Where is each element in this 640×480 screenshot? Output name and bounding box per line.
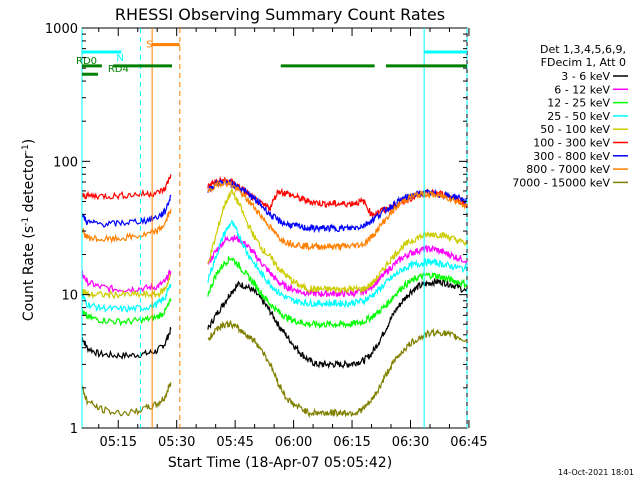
series-3-6keV (81, 278, 468, 370)
annotation-layer: N S RD0 RD4 (76, 28, 468, 428)
legend-entry-label: 6 - 12 keV (554, 83, 610, 96)
series-line (81, 268, 172, 294)
series-line (207, 178, 468, 234)
series-50-100keV (81, 186, 468, 300)
legend-entry-label: 7000 - 15000 keV (512, 176, 610, 189)
y-tick-label: 10 (61, 289, 78, 304)
y-label-sup: -1 (21, 217, 31, 226)
footer-timestamp: 14-Oct-2021 18:01 (558, 468, 634, 477)
y-label-part: ) (21, 139, 37, 144)
series-6-12keV (81, 234, 468, 299)
series-line (207, 219, 468, 309)
series-7000-15000keV (81, 319, 468, 419)
x-axis-label: Start Time (18-Apr-07 05:05:42) (168, 455, 392, 471)
y-label-part: Count Rate (s (21, 226, 37, 321)
annotation-label: S (146, 40, 152, 51)
series-25-50keV (81, 219, 468, 313)
series-line (81, 208, 172, 244)
legend: Det 1,3,4,5,6,9, FDecim 1, Att 0 3 - 6 k… (512, 43, 628, 189)
annotation-label: RD4 (108, 64, 129, 75)
series-layer (81, 174, 468, 419)
y-tick-label: 100 (53, 155, 78, 170)
series-line (207, 278, 468, 370)
legend-entry-label: 3 - 6 keV (561, 70, 610, 83)
y-tick-label: 1000 (45, 22, 78, 37)
legend-entry-label: 100 - 300 keV (533, 137, 610, 150)
y-label-part: detector (21, 153, 37, 217)
legend-header-line: Det 1,3,4,5,6,9, (540, 43, 626, 56)
series-line (207, 319, 468, 419)
series-line (207, 178, 468, 252)
legend-entry-label: 800 - 7000 keV (526, 163, 610, 176)
y-axis-label: Count Rate (s-1 detector-1) (21, 139, 37, 321)
legend-entry-label: 25 - 50 keV (547, 110, 610, 123)
series-12-25keV (81, 256, 468, 330)
series-line (81, 174, 172, 201)
series-line (207, 256, 468, 330)
y-tick-label: 1 (70, 422, 78, 437)
x-tick-label: 06:00 (275, 435, 312, 450)
x-tick-label: 05:45 (216, 435, 253, 450)
legend-entry-label: 50 - 100 keV (540, 123, 610, 136)
annotation-label: N (116, 53, 123, 64)
x-tick-label: 06:30 (392, 435, 429, 450)
series-line (81, 382, 172, 417)
plot-frame (81, 27, 468, 429)
x-tick-label: 05:30 (158, 435, 195, 450)
chart-title: RHESSI Observing Summary Count Rates (115, 5, 445, 24)
x-tick-label: 06:45 (450, 435, 487, 450)
legend-entry-label: 300 - 800 keV (533, 150, 610, 163)
x-tick-label: 05:15 (100, 435, 137, 450)
legend-header-line: FDecim 1, Att 0 (541, 56, 626, 69)
x-tick-label: 06:15 (333, 435, 370, 450)
series-line (81, 283, 172, 313)
series-line (207, 234, 468, 299)
series-line (81, 273, 172, 300)
legend-entry-label: 12 - 25 keV (547, 97, 610, 110)
series-300-800keV (81, 178, 468, 234)
series-line (207, 175, 468, 217)
series-800-7000keV (81, 178, 468, 252)
series-line (207, 186, 468, 295)
y-label-sup: -1 (21, 144, 31, 153)
tick-layer: 05:15 05:30 05:45 06:00 06:15 06:30 06:45 1 10 10… (45, 22, 488, 450)
series-line (81, 298, 172, 327)
series-line (81, 194, 172, 228)
annotation-label: RD0 (76, 56, 97, 67)
series-line (81, 327, 172, 360)
